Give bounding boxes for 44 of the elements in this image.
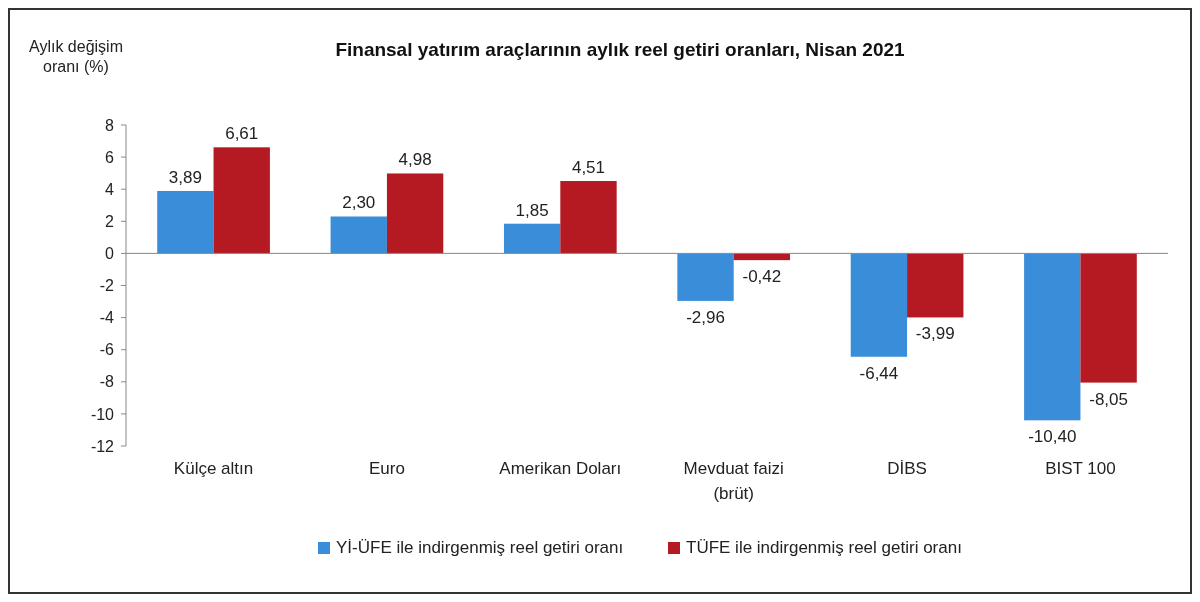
bar [157, 190, 214, 254]
bar [1024, 253, 1081, 421]
y-tick-label: -6 [99, 341, 115, 359]
data-label: -6,44 [859, 363, 899, 383]
x-tick-label: Mevduat faizi (brüt) [683, 459, 784, 503]
y-tick-label: 4 [105, 180, 115, 198]
bar [677, 253, 734, 301]
bar [503, 223, 561, 254]
x-tick-label: Euro [368, 459, 405, 478]
data-label: -0,42 [742, 267, 782, 287]
bar [330, 216, 387, 254]
data-label: 1,85 [515, 200, 549, 220]
data-label: 2,30 [342, 193, 376, 213]
x-tick-label: DİBS [887, 459, 927, 478]
legend-label: Yİ-ÜFE ile indirgenmiş reel getiri oranı [336, 538, 624, 557]
bar [1080, 253, 1137, 383]
chart-title: Finansal yatırım araçlarının aylık reel getiri oranları, Nisan 2021 [335, 39, 906, 60]
x-tick-label: Külçe altın [173, 459, 254, 478]
y-tick-label: 0 [105, 245, 115, 262]
y-tick-label: 8 [105, 116, 115, 134]
bar [213, 147, 270, 254]
data-label: 3,89 [168, 167, 202, 187]
data-label: -3,99 [915, 324, 955, 344]
bar [386, 173, 444, 254]
y-tick-label: 2 [105, 212, 115, 230]
bar [907, 253, 964, 318]
data-label: -10,40 [1028, 427, 1077, 447]
data-label: 4,51 [571, 158, 606, 178]
data-label: -8,05 [1089, 389, 1128, 409]
y-tick-label: -2 [99, 277, 115, 295]
data-label: 6,61 [225, 124, 259, 144]
x-tick-label: BIST 100 [1045, 459, 1116, 478]
bar [560, 181, 617, 254]
y-tick-label: -8 [99, 373, 115, 391]
y-tick-label: 6 [105, 148, 115, 166]
y-tick-label: -4 [99, 309, 115, 327]
y-axis-title: Aylık değişim oranı (%) [29, 38, 123, 75]
x-tick-label: Amerikan Doları [499, 459, 622, 478]
legend-label: TÜFE ile indirgenmiş reel getiri oranı [686, 538, 962, 557]
y-tick-label: -10 [90, 405, 115, 423]
bar [850, 253, 908, 357]
data-label: 4,98 [398, 150, 432, 170]
y-tick-label: -12 [90, 437, 115, 455]
data-label: -2,96 [686, 307, 725, 327]
